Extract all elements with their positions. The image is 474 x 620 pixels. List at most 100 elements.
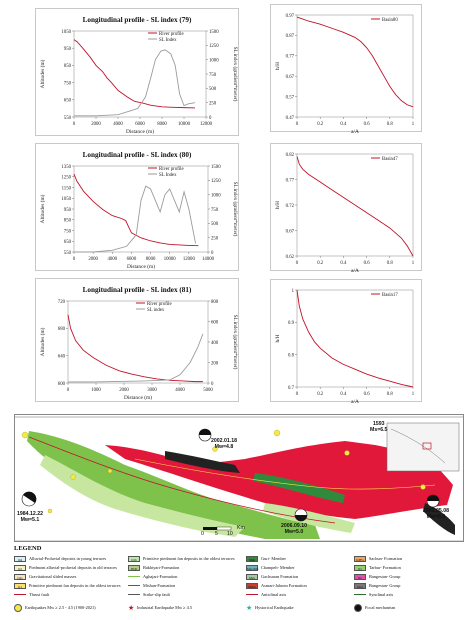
- legend-label: SL Index: [159, 173, 177, 178]
- legend-label: Mishan-Formation: [143, 583, 176, 588]
- hypsometric-chart-basin47: 0 0.2 0.4 0.6 0.8 1 0.62 0.67 0.72 0.77 0.82 a/A h/H…: [270, 143, 422, 272]
- y-axis-label: Altitudes (m): [39, 327, 46, 356]
- legend-label: Focal mechanism: [365, 605, 396, 610]
- focal-mechanism-icon: [354, 603, 362, 612]
- earthquake-marker: [273, 429, 281, 437]
- y-tick-label: 0.72: [286, 204, 295, 209]
- scale-unit: Km: [237, 525, 245, 531]
- series-line-0: [73, 173, 199, 247]
- x-tick-label: 0: [67, 388, 70, 393]
- y2-tick-label: 1250: [211, 179, 221, 184]
- legend-item: Mpcchm Champeh- Member: [246, 563, 295, 572]
- star-icon: ★: [246, 603, 253, 612]
- map-region-terrace: [40, 455, 245, 537]
- legend-label: Sachun- Formation: [369, 556, 403, 561]
- hypsometric-chart-basin80: 0 0.2 0.4 0.6 0.8 1 0.47 0.57 0.67 0.77 0.87 0.97 a/…: [270, 4, 422, 133]
- y-axis-label: h/H: [275, 62, 281, 70]
- quake-label-1984: 1984.12.22 Mw=5.1: [17, 511, 43, 523]
- legend-symbol-item: Focal mechanism: [354, 603, 395, 612]
- y-tick-label: 950: [64, 208, 72, 213]
- x-tick-label: 0.2: [317, 261, 324, 266]
- y2-tick-label: 750: [211, 208, 219, 213]
- x-tick-label: 0.4: [340, 122, 347, 127]
- y-tick-label: 0.7: [288, 386, 295, 391]
- earthquake-marker: [212, 446, 218, 452]
- y2-tick-label: 800: [211, 300, 219, 305]
- plot-area: [73, 165, 209, 253]
- x-tick-label: 2000: [119, 388, 129, 393]
- legend-label: Bakhtyari-Formation: [143, 565, 180, 570]
- legend-item: Q2 Piedmont alluvial-proluvial deposits i…: [14, 563, 117, 572]
- x-axis-label: Distance (m): [124, 394, 152, 401]
- profile-chart-80: Longitudinal profile - SL index (80) 0 20…: [35, 143, 239, 271]
- x-tick-label: 0: [73, 122, 76, 127]
- legend-label: Piedmont alluvial-proluvial deposits in …: [29, 565, 117, 570]
- quake-label-2002: 2002.01.18 Mw=4.8: [211, 438, 237, 450]
- y-tick-label: 720: [58, 300, 66, 305]
- y2-tick-label: 1000: [211, 193, 221, 198]
- plot-area: [296, 14, 414, 118]
- x-tick-label: 0: [296, 261, 299, 266]
- y-tick-label: 850: [64, 219, 72, 224]
- map-region-dark: [165, 451, 240, 473]
- x-tick-label: 1: [412, 261, 415, 266]
- y-axis-label: h/H: [275, 201, 281, 209]
- chart-svg: 0 2000 4000 6000 8000 10000 12000 1400055065075…: [39, 165, 239, 270]
- series-line-1: [68, 333, 204, 383]
- legend-swatch: Kbg: [354, 582, 366, 589]
- y-axis-label: Altitudes (m): [39, 59, 46, 88]
- y-tick-label: 0.82: [286, 153, 295, 158]
- map-region-terrace: [263, 503, 355, 533]
- quake-label-2006: 2006.09.10 Mw=5.0: [281, 523, 307, 535]
- y-tick-label: 0.47: [286, 116, 295, 121]
- x-tick-label: 0.6: [364, 392, 371, 397]
- scale-bar: [203, 526, 232, 531]
- y2-tick-label: 0: [211, 382, 214, 387]
- y-tick-label: 0.57: [286, 95, 295, 100]
- x-tick-label: 5000: [203, 388, 213, 393]
- x-tick-label: 1: [412, 122, 415, 127]
- legend-item: KPEs Sachun- Formation: [354, 554, 402, 563]
- x-tick-label: 0.4: [340, 392, 347, 397]
- legend-item: Kt Tarbur- Formation: [354, 563, 401, 572]
- y-tick-label: 650: [64, 240, 72, 245]
- legend-label: Industrial Earthquake Mw ≥ 4.5: [137, 605, 192, 610]
- legend-line-icon: [354, 594, 366, 595]
- series-line-0: [296, 16, 414, 108]
- x-tick-label: 0: [296, 392, 299, 397]
- map-legend: LEGEND Qal Alluvial-Proluvial deposits in…: [14, 545, 470, 617]
- earthquake-marker: [47, 508, 53, 514]
- x-axis-label: Distance (m): [127, 263, 155, 270]
- legend-line-icon: [128, 576, 140, 577]
- chart-svg: 0 2000 4000 6000 8000 10000 120005506507508509…: [39, 30, 239, 135]
- x-tick-label: 12000: [183, 257, 196, 262]
- y-tick-label: 0.9: [288, 321, 295, 326]
- legend-label: Champeh- Member: [261, 565, 295, 570]
- hypsometric-chart-basin17: 0 0.2 0.4 0.6 0.8 1 0.7 0.8 0.9 1 a/A h/H Basin17: [270, 279, 422, 403]
- y-tick-label: 750: [64, 229, 72, 234]
- series-line-0: [67, 314, 203, 383]
- focal-mechanism-icon: [21, 491, 37, 507]
- legend-label: River profile: [159, 32, 184, 37]
- legend-swatch: PlQb: [128, 564, 140, 571]
- scale-tick-0: 0: [201, 531, 204, 537]
- legend-swatch: KPEs: [354, 555, 366, 562]
- legend-label: Thrust fault: [29, 592, 50, 597]
- plot-area: [67, 300, 209, 384]
- x-tick-label: 4000: [175, 388, 185, 393]
- legend-item: Kbg Bangestan- Group: [354, 581, 400, 590]
- x-tick-label: 1000: [91, 388, 101, 393]
- legend-item: Mishan-Formation: [128, 581, 175, 590]
- legend-label: Gachsaran Formation: [261, 574, 299, 579]
- y-tick-label: 680: [58, 327, 66, 332]
- y-tick-label: 850: [64, 64, 72, 69]
- legend-label: Hystorical Earthquake: [255, 605, 294, 610]
- x-tick-label: 2000: [88, 257, 98, 262]
- y2-axis-label: SL index (gradient*meter): [232, 47, 239, 102]
- legend-item: Aghajari-Formation: [128, 572, 177, 581]
- legend-label: Gravitational slided masses: [29, 574, 77, 579]
- y2-tick-label: 0: [209, 116, 212, 121]
- y2-axis-label: SL index (gradient*meter): [232, 315, 239, 370]
- legend-item: Thrust fault: [14, 590, 49, 599]
- y2-tick-label: 1500: [211, 165, 221, 170]
